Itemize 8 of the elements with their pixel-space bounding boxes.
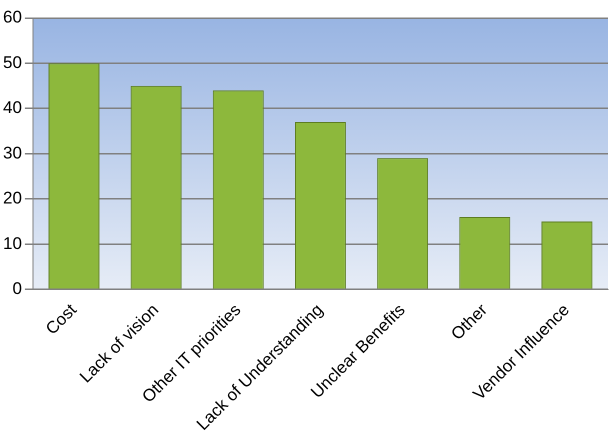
- y-tick-label: 20: [2, 188, 22, 208]
- y-tick-label: 10: [2, 234, 22, 253]
- y-tick-label: 60: [2, 8, 22, 27]
- x-tick-label: Cost: [42, 300, 80, 338]
- y-tick-label: 30: [2, 143, 22, 162]
- y-tick-label: 50: [2, 52, 22, 72]
- y-tick-label: 0: [12, 278, 22, 298]
- y-tick-label: 40: [2, 98, 22, 118]
